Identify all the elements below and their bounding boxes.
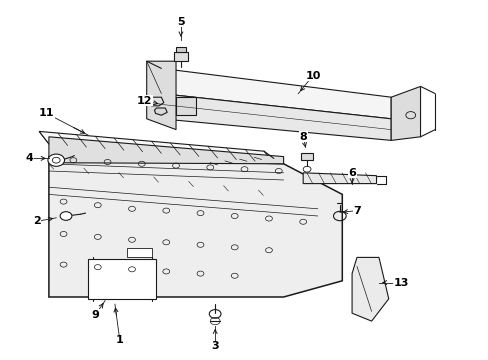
Polygon shape (49, 157, 342, 297)
Text: 5: 5 (177, 17, 184, 27)
Text: 2: 2 (33, 216, 41, 226)
Circle shape (48, 154, 64, 166)
Polygon shape (88, 259, 156, 299)
Polygon shape (146, 61, 176, 130)
Text: 8: 8 (299, 132, 306, 142)
Polygon shape (127, 248, 151, 257)
Text: 12: 12 (136, 96, 152, 106)
Polygon shape (300, 153, 312, 160)
Polygon shape (176, 97, 195, 115)
Polygon shape (154, 108, 167, 115)
Circle shape (60, 212, 72, 220)
Text: 13: 13 (392, 278, 408, 288)
Text: 9: 9 (91, 310, 99, 320)
Polygon shape (351, 257, 388, 321)
Text: 11: 11 (39, 108, 54, 118)
Polygon shape (303, 173, 376, 184)
Text: 1: 1 (116, 335, 123, 345)
Text: 10: 10 (305, 71, 320, 81)
Polygon shape (39, 131, 273, 163)
Polygon shape (49, 137, 283, 164)
Polygon shape (390, 86, 420, 140)
Text: 3: 3 (211, 341, 219, 351)
Polygon shape (161, 94, 390, 140)
Text: 7: 7 (352, 206, 360, 216)
Text: 4: 4 (25, 153, 33, 163)
Polygon shape (176, 47, 185, 52)
Polygon shape (173, 52, 188, 61)
Polygon shape (161, 68, 390, 119)
Polygon shape (149, 97, 163, 106)
Text: 6: 6 (347, 168, 355, 178)
